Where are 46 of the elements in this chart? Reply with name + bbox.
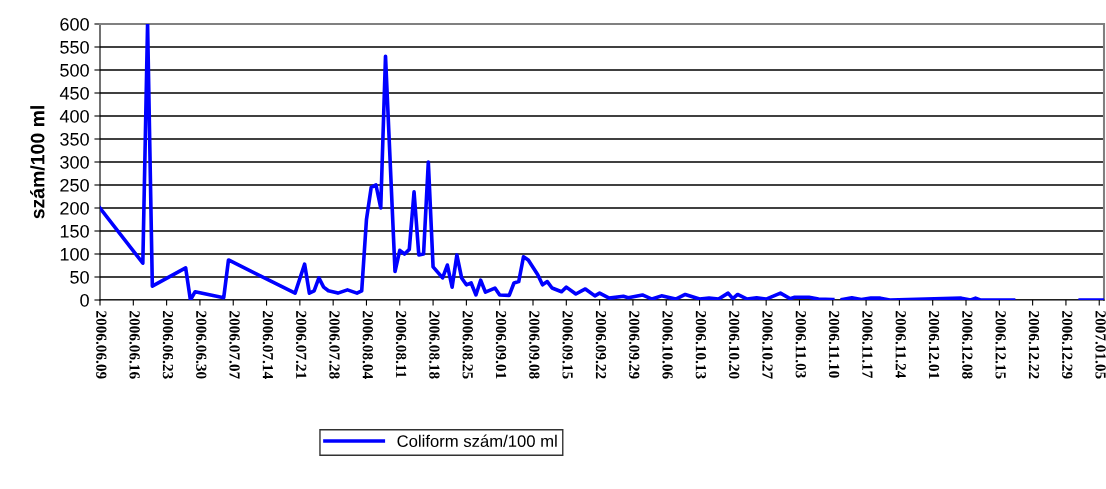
y-tick-label: 50 [70,270,89,284]
x-tick-label: 2006.12.08 [962,311,973,379]
x-tick-label: 2006.06.16 [129,311,140,379]
y-tick-label: 450 [59,86,89,100]
x-tick-label: 2006.06.23 [162,311,174,379]
x-tick-label: 2006.11.17 [862,311,873,378]
legend-label: Coliform szám/100 ml [397,434,557,448]
x-tick-label: 2006.07.07 [229,311,240,379]
x-tick-label: 2006.11.10 [828,311,840,378]
x-tick-label: 2006.09.08 [529,311,540,379]
x-tick-label: 2006.12.01 [928,311,940,379]
x-tick-label: 2006.12.15 [995,311,1006,379]
y-tick-label: 500 [60,63,89,77]
x-tick-label: 2006.09.15 [562,311,573,379]
x-tick-label: 2006.11.24 [895,311,906,379]
x-tick-label: 2006.07.14 [262,311,274,379]
x-tick-label: 2006.12.22 [1028,311,1040,379]
x-tick-label: 2006.10.13 [695,311,707,379]
x-tick-label: 2006.11.03 [795,311,806,378]
y-tick-label: 0 [80,293,89,307]
x-tick-label: 2006.08.18 [429,311,440,379]
x-tick-label: 2006.12.29 [1062,311,1073,379]
x-tick-label: 2006.07.21 [295,311,307,379]
x-tick-label: 2007.01.05 [1095,311,1106,379]
x-tick-label: 2006.09.01 [495,311,507,379]
x-tick-label: 2006.10.20 [728,311,740,379]
y-tick-label: 600 [60,17,89,31]
x-tick-label: 2006.06.30 [196,311,207,379]
x-tick-label: 2006.08.11 [395,311,407,378]
y-tick-label: 200 [60,201,89,215]
x-tick-label: 2006.09.29 [629,311,640,379]
y-tick-label: 550 [60,40,89,54]
x-tick-label: 2006.08.25 [462,311,473,379]
y-axis-title: szám/100 ml [30,106,45,219]
x-tick-label: 2006.10.06 [662,311,673,379]
y-tick-label: 250 [60,178,89,192]
y-tick-label: 150 [60,224,89,238]
y-tick-label: 100 [60,247,89,261]
y-tick-label: 350 [60,132,89,146]
x-tick-label: 2006.06.09 [96,311,107,379]
x-tick-label: 2006.10.27 [762,311,773,379]
x-tick-label: 2006.09.22 [595,311,607,379]
y-tick-label: 300 [60,155,89,169]
x-tick-label: 2006.08.04 [362,311,373,379]
x-tick-label: 2006.07.28 [329,311,340,379]
y-tick-label: 400 [59,109,89,123]
